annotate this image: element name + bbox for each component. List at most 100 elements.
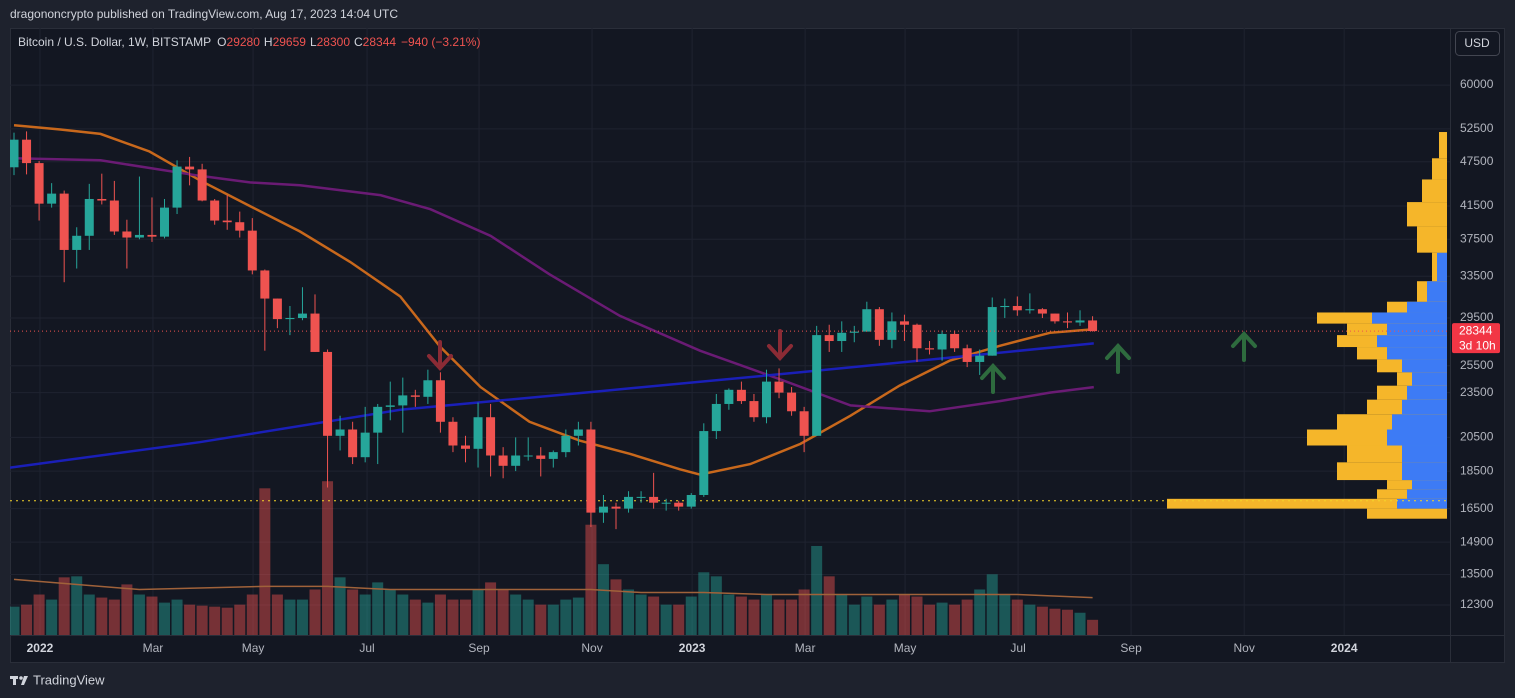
currency-button[interactable]: [1455, 31, 1500, 56]
volume-bar: [409, 599, 421, 635]
y-tick-label: 33500: [1460, 268, 1494, 282]
volume-bar: [184, 604, 196, 635]
x-tick-label: Jul: [1010, 641, 1025, 655]
volume-bar: [146, 596, 158, 635]
volume-bar: [460, 599, 472, 635]
volume-bar: [259, 488, 271, 635]
candle-body: [34, 163, 44, 204]
volume-bar: [21, 604, 33, 635]
candle-body: [22, 139, 32, 164]
candle-body: [385, 405, 395, 407]
volume-bar: [723, 594, 735, 635]
y-tick-label: 13500: [1460, 567, 1494, 581]
candle-body: [511, 455, 521, 466]
y-tick-label: 20500: [1460, 430, 1494, 444]
candle-body: [649, 496, 659, 503]
value-area-bar: [1407, 301, 1447, 313]
ohlc-label: L: [310, 35, 317, 49]
chart-pane: [10, 28, 1505, 663]
volume-bar: [811, 545, 823, 635]
candle-body: [887, 321, 897, 340]
profile-bar: [1432, 158, 1447, 180]
candle-body: [84, 198, 94, 236]
volume-bar: [246, 594, 258, 635]
up-arrow: [980, 363, 1006, 394]
candle-body: [523, 455, 533, 457]
down-arrow: [767, 329, 793, 361]
candle-body: [536, 455, 546, 459]
volume-bar: [798, 589, 810, 635]
candle-body: [210, 200, 220, 221]
value-area-bar: [1402, 445, 1447, 463]
volume-bar: [710, 576, 722, 635]
candle-body: [837, 332, 847, 342]
volume-bar: [786, 599, 798, 635]
candle-body: [423, 380, 433, 397]
volume-bar: [221, 607, 233, 635]
y-tick-label: 18500: [1460, 463, 1494, 477]
volume-bar: [698, 572, 710, 635]
candle-body: [247, 230, 257, 271]
candle-body: [937, 333, 947, 350]
volume-bar: [334, 577, 346, 635]
volume-bar: [384, 589, 396, 635]
profile-bar: [1439, 132, 1447, 159]
x-tick-label: Nov: [1234, 641, 1255, 655]
value-area-bar: [1387, 347, 1447, 360]
candle-body: [134, 234, 144, 238]
down-arrow: [427, 340, 453, 371]
x-tick-label: 2024: [1331, 641, 1358, 655]
candle-body: [636, 496, 646, 498]
footer-brand: TradingView: [33, 672, 105, 687]
countdown: 3d 10h: [1459, 338, 1496, 352]
candle-body: [724, 389, 734, 404]
volume-profile: [10, 132, 1450, 519]
currency[interactable]: USD: [1464, 36, 1490, 50]
legend: Bitcoin / U.S. Dollar, 1W, BITSTAMP O2928…: [18, 35, 480, 49]
candle-body: [774, 381, 784, 393]
volume-bar: [209, 606, 221, 635]
annotations: [427, 329, 1257, 394]
close-value: 28344: [363, 35, 397, 49]
candle-body: [950, 333, 960, 349]
last-price-label: 28344: [1459, 323, 1493, 337]
candle-body: [761, 381, 771, 418]
value-area-bar: [1412, 372, 1447, 386]
volume-bar: [898, 594, 910, 635]
candle-body: [711, 403, 721, 432]
candle-body: [160, 207, 170, 237]
volume-bar: [46, 599, 58, 635]
value-area-bar: [1387, 323, 1447, 336]
volume-bar: [1087, 619, 1099, 635]
candle-body: [360, 432, 370, 458]
candle-body: [975, 355, 985, 362]
candle-body: [598, 506, 608, 513]
volume-bar: [347, 589, 359, 635]
candle-body: [962, 348, 972, 362]
x-tick-label: Jul: [359, 641, 374, 655]
low-value: 28300: [317, 35, 351, 49]
candle-body: [398, 395, 408, 406]
volume-bar: [447, 599, 459, 635]
value-area-bar: [1427, 281, 1447, 302]
y-tick-label: 14900: [1460, 534, 1494, 548]
volume-bar: [284, 599, 296, 635]
volume-bar: [547, 604, 559, 635]
y-tick-label: 29500: [1460, 310, 1494, 324]
value-area-bar: [1402, 462, 1447, 481]
candle-body: [448, 421, 458, 446]
candle-body: [97, 198, 107, 201]
value-area-bar: [1407, 489, 1447, 499]
volume-bar: [472, 589, 484, 635]
candle-body: [586, 429, 596, 513]
moving-average: [13, 157, 1094, 413]
volume-bar: [196, 605, 208, 635]
candles: [10, 131, 1450, 530]
volume-bar: [924, 604, 936, 635]
profile-bar: [1407, 202, 1447, 227]
volume-bar: [121, 584, 133, 635]
volume-bar: [271, 594, 283, 635]
candle-body: [824, 335, 834, 342]
x-tick-label: 2022: [27, 641, 54, 655]
